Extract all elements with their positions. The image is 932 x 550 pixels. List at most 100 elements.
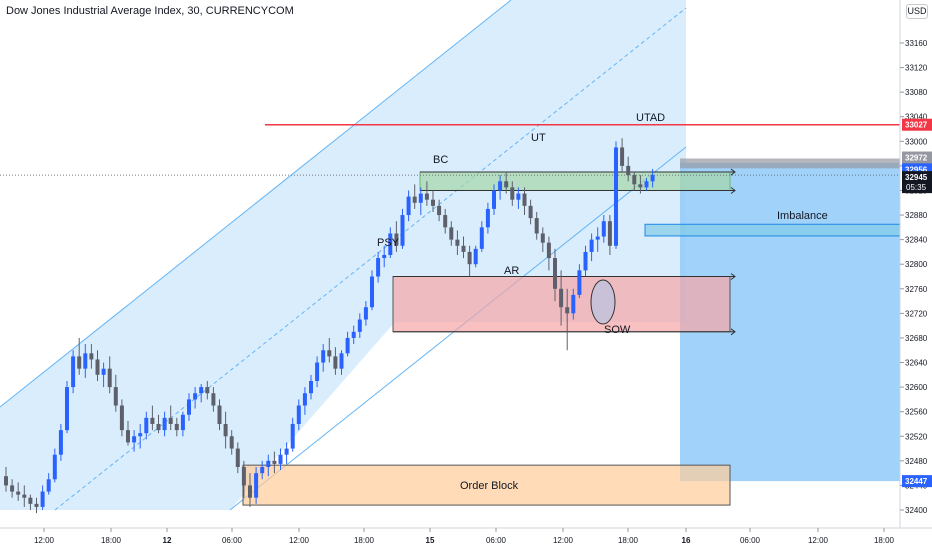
candle-body (461, 245, 466, 252)
ut-label: UT (531, 132, 546, 144)
y-tick-label: 32400 (905, 506, 928, 515)
candle-body (601, 221, 606, 237)
candle-body (193, 393, 198, 400)
candle-body (583, 251, 588, 271)
candle-body (156, 423, 161, 431)
candle-body (77, 356, 82, 369)
candle-body (510, 187, 515, 200)
candle-body (315, 362, 320, 381)
y-tick-label: 33160 (905, 39, 928, 48)
candle-body (473, 248, 478, 265)
candle-body (199, 387, 204, 394)
candle-body (534, 218, 539, 234)
x-tick-label: 06:00 (740, 536, 761, 545)
candle-body (565, 307, 570, 314)
candle-body (260, 466, 265, 474)
candle-body (272, 460, 277, 464)
candle-body (540, 233, 545, 243)
resistance-tag-bg (902, 118, 932, 131)
y-tick-label: 32840 (905, 236, 928, 245)
candle-body (211, 393, 216, 406)
sow-label: SOW (604, 324, 631, 336)
grey-high-tag: 32972 (905, 154, 928, 163)
y-tick-label: 32640 (905, 359, 928, 368)
candle-body (370, 276, 374, 308)
sow-top-line-arrow (730, 273, 736, 280)
candle-body (132, 436, 137, 443)
y-tick-label: 32880 (905, 211, 928, 220)
y-tick-label: 32760 (905, 285, 928, 294)
candle-body (553, 258, 557, 289)
blue-high-tag: 32956 (905, 165, 928, 174)
bc-top-line-arrow (730, 168, 736, 176)
x-tick-label: 15 (426, 536, 435, 545)
imbalance-label: Imbalance (777, 210, 828, 222)
candle-body (443, 215, 448, 228)
bc-zone (419, 171, 731, 191)
candle-body (150, 417, 155, 424)
candle-body (241, 466, 246, 486)
y-tick-label: 33120 (905, 64, 928, 73)
candle-body (467, 251, 472, 265)
candle-body (65, 387, 69, 431)
candle-body (333, 356, 338, 369)
candle-body (248, 485, 252, 498)
candle-body (107, 368, 112, 388)
countdown-tag: 05:35 (906, 183, 927, 192)
x-tick-label: 12:00 (34, 536, 55, 545)
candle-body (58, 430, 63, 455)
candle-body (504, 181, 509, 188)
candle-body (235, 448, 240, 467)
candle-body (162, 417, 167, 431)
candle-body (614, 147, 618, 246)
candle-body (644, 181, 649, 188)
time-axis[interactable] (0, 528, 932, 550)
candle-body (187, 399, 191, 415)
candle-body (382, 254, 387, 259)
candle-body (296, 405, 301, 424)
x-tick-label: 12:00 (808, 536, 829, 545)
x-tick-label: 12 (163, 536, 172, 545)
candle-body (89, 353, 94, 360)
candle-body (180, 414, 185, 431)
price-axis[interactable] (900, 0, 932, 528)
candle-body (449, 227, 454, 240)
y-tick-label: 33040 (905, 113, 928, 122)
psy-label: PSY (377, 237, 400, 249)
candle-body (22, 494, 27, 498)
sow-ellipse (590, 279, 616, 325)
candle-body (424, 193, 429, 200)
candle-body (284, 448, 289, 455)
candle-body (357, 319, 362, 332)
candle-body (485, 208, 490, 228)
candle-body (412, 196, 417, 203)
target-tag-bg (902, 475, 932, 488)
order-block-label: Order Block (460, 480, 519, 492)
candle-body (52, 454, 57, 480)
candle-body (528, 205, 533, 219)
last-price-tag-bg (902, 171, 932, 194)
candle-body (28, 497, 33, 504)
candle-body (455, 239, 460, 246)
candle-body (479, 227, 484, 249)
target-tag: 32447 (905, 477, 928, 486)
candle-body (321, 350, 326, 363)
y-tick-label: 33080 (905, 88, 928, 97)
candle-body (113, 387, 118, 406)
y-tick-label: 33000 (905, 137, 928, 146)
imbalance-zone (644, 223, 901, 237)
candle-body (327, 350, 332, 357)
candle-body (40, 491, 45, 507)
currency-button[interactable]: USD (906, 4, 928, 19)
x-tick-label: 12:00 (289, 536, 310, 545)
candle-body (522, 193, 527, 206)
candle-body (559, 288, 564, 308)
candle-body (168, 417, 173, 424)
ascending-channel (0, 0, 686, 510)
candle-body (223, 423, 228, 437)
candle-body (363, 307, 368, 320)
y-tick-label: 32480 (905, 457, 928, 466)
x-tick-label: 18:00 (874, 536, 895, 545)
candle-body (595, 236, 600, 240)
